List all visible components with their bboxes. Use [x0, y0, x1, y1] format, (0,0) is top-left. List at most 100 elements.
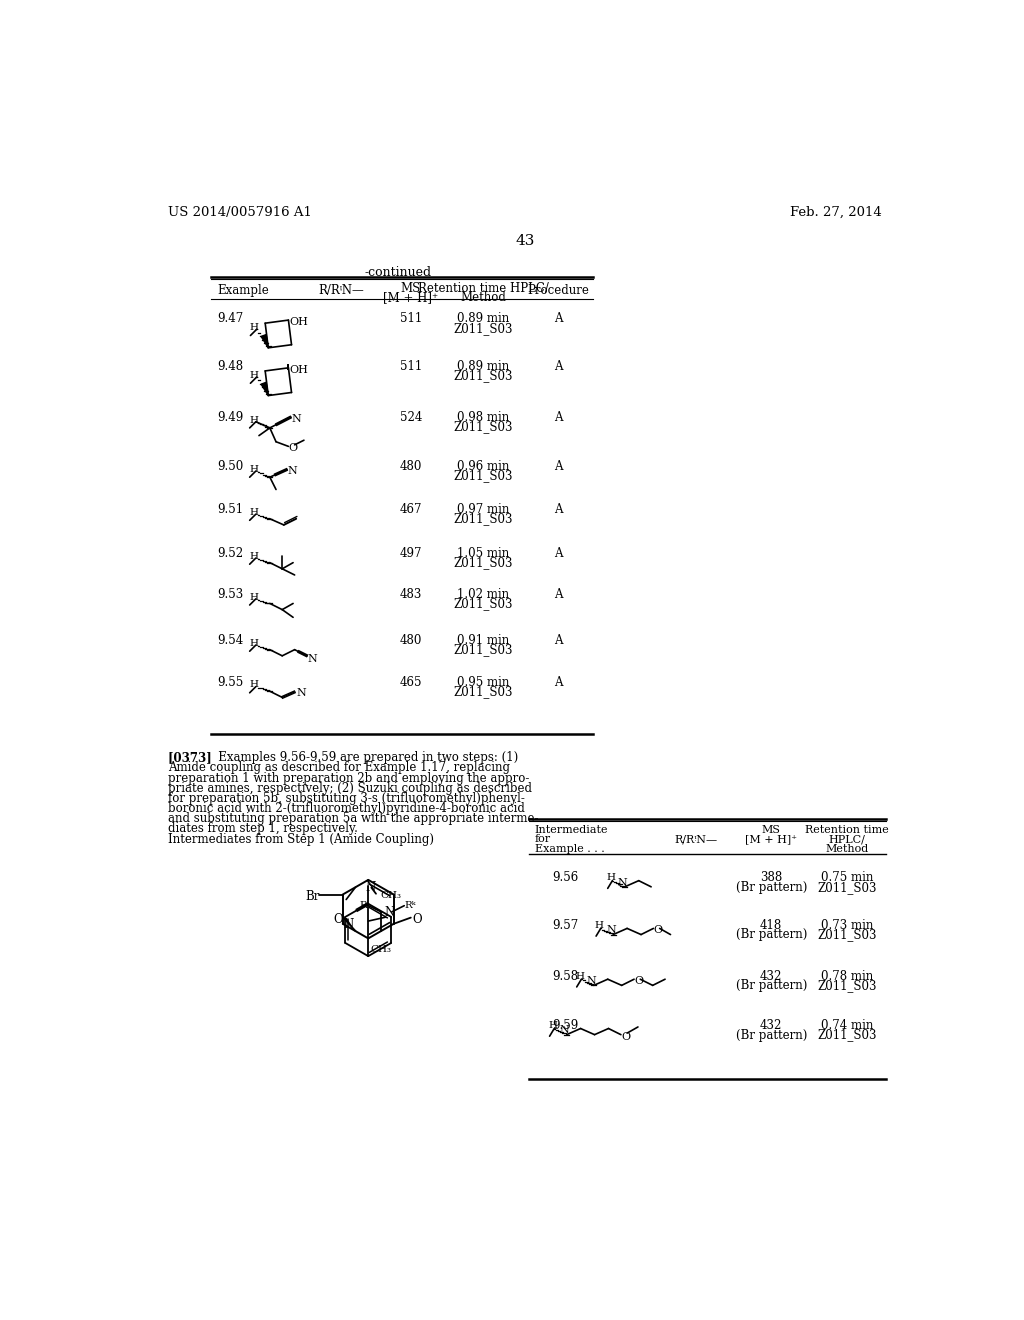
Text: 9.57: 9.57 [552, 919, 579, 932]
Text: Z011_S03: Z011_S03 [817, 979, 877, 993]
Text: A: A [554, 548, 562, 560]
Text: 483: 483 [399, 589, 422, 601]
Text: O: O [653, 925, 663, 936]
Text: A: A [554, 313, 562, 326]
Text: Z011_S03: Z011_S03 [454, 644, 513, 656]
Text: 9.52: 9.52 [217, 548, 244, 560]
Text: CH₃: CH₃ [371, 945, 391, 954]
Text: 0.74 min: 0.74 min [821, 1019, 873, 1032]
Text: and substituting preparation 5a with the appropriate interme-: and substituting preparation 5a with the… [168, 812, 539, 825]
Text: H: H [250, 639, 259, 648]
Text: Z011_S03: Z011_S03 [454, 598, 513, 610]
Text: N: N [308, 655, 317, 664]
Text: MS: MS [400, 282, 421, 296]
Text: H: H [250, 416, 259, 425]
Text: for: for [535, 834, 551, 845]
Text: H: H [575, 972, 584, 981]
Text: Z011_S03: Z011_S03 [454, 370, 513, 383]
Text: A: A [554, 503, 562, 516]
Text: N: N [343, 917, 353, 931]
Text: Intermediates from Step 1 (Amide Coupling): Intermediates from Step 1 (Amide Couplin… [168, 833, 434, 846]
Text: Retention time: Retention time [805, 825, 889, 836]
Text: 0.91 min: 0.91 min [457, 635, 509, 647]
Text: 524: 524 [399, 411, 422, 424]
Text: 9.48: 9.48 [217, 360, 244, 374]
Text: -continued: -continued [365, 267, 431, 280]
Text: 9.50: 9.50 [217, 461, 244, 474]
Text: Intermediate: Intermediate [535, 825, 608, 836]
Text: 9.49: 9.49 [217, 411, 244, 424]
Text: 480: 480 [399, 635, 422, 647]
Text: Procedure: Procedure [527, 284, 589, 297]
Text: Rᵏ: Rᵏ [404, 902, 416, 909]
Text: O: O [289, 444, 298, 453]
Text: Z011_S03: Z011_S03 [454, 557, 513, 569]
Text: 9.56: 9.56 [552, 871, 579, 884]
Text: A: A [554, 635, 562, 647]
Text: Examples 9.56-9.59 are prepared in two steps: (1): Examples 9.56-9.59 are prepared in two s… [207, 751, 518, 764]
Text: OH: OH [289, 317, 308, 327]
Text: priate amines, respectively; (2) Suzuki coupling as described: priate amines, respectively; (2) Suzuki … [168, 781, 532, 795]
Text: H: H [595, 921, 603, 929]
Text: H: H [548, 1020, 557, 1030]
Text: boronic acid with 2-(trifluoromethyl)pyridine-4-boronic acid: boronic acid with 2-(trifluoromethyl)pyr… [168, 803, 525, 816]
Text: [0373]: [0373] [168, 751, 216, 764]
Text: 0.89 min: 0.89 min [457, 360, 509, 374]
Text: HPLC/: HPLC/ [828, 834, 865, 845]
Text: Z011_S03: Z011_S03 [454, 420, 513, 433]
Text: 418: 418 [760, 919, 782, 932]
Text: MS: MS [762, 825, 780, 836]
Text: 467: 467 [399, 503, 422, 516]
Text: 0.97 min: 0.97 min [457, 503, 509, 516]
Text: Z011_S03: Z011_S03 [817, 880, 877, 894]
Text: (Br pattern): (Br pattern) [735, 928, 807, 941]
Text: 0.95 min: 0.95 min [457, 676, 509, 689]
Text: [M + H]⁺: [M + H]⁺ [383, 290, 438, 304]
Text: 0.89 min: 0.89 min [457, 313, 509, 326]
Text: 9.55: 9.55 [217, 676, 244, 689]
Text: 0.78 min: 0.78 min [821, 970, 873, 983]
Text: 1.05 min: 1.05 min [457, 548, 509, 560]
Text: 497: 497 [399, 548, 422, 560]
Text: 9.58: 9.58 [552, 970, 579, 983]
Text: Z011_S03: Z011_S03 [454, 685, 513, 698]
Text: H: H [250, 465, 259, 474]
Text: N: N [292, 414, 301, 424]
Text: N: N [296, 688, 306, 698]
Text: Method: Method [460, 290, 506, 304]
Text: diates from step 1, respectively.: diates from step 1, respectively. [168, 822, 358, 836]
Text: 465: 465 [399, 676, 422, 689]
Text: Retention time HPLC/: Retention time HPLC/ [418, 282, 549, 296]
Text: A: A [554, 411, 562, 424]
Text: 480: 480 [399, 461, 422, 474]
Text: O: O [334, 912, 343, 925]
Text: 9.51: 9.51 [217, 503, 244, 516]
Text: 432: 432 [760, 970, 782, 983]
Text: 388: 388 [760, 871, 782, 884]
Text: preparation 1 with preparation 2b and employing the appro-: preparation 1 with preparation 2b and em… [168, 772, 529, 784]
Text: H: H [250, 552, 259, 561]
Text: O: O [634, 977, 643, 986]
Text: Z011_S03: Z011_S03 [454, 512, 513, 525]
Text: N: N [587, 977, 597, 986]
Text: 1.02 min: 1.02 min [457, 589, 509, 601]
Text: 9.53: 9.53 [217, 589, 244, 601]
Text: Example . . .: Example . . . [535, 843, 604, 854]
Text: N: N [384, 906, 394, 919]
Text: A: A [554, 676, 562, 689]
Text: H: H [250, 681, 259, 689]
Text: Z011_S03: Z011_S03 [817, 1028, 877, 1041]
Text: O: O [413, 913, 422, 927]
Text: O: O [621, 1032, 630, 1041]
Text: Example: Example [217, 284, 269, 297]
Text: H: H [250, 323, 259, 333]
Text: N: N [560, 1026, 569, 1035]
Text: 511: 511 [399, 360, 422, 374]
Text: Amide coupling as described for Example 1.17, replacing: Amide coupling as described for Example … [168, 762, 510, 775]
Text: Z011_S03: Z011_S03 [454, 322, 513, 335]
Text: R/RᵎN—: R/RᵎN— [675, 834, 718, 845]
Text: H: H [250, 593, 259, 602]
Text: Z011_S03: Z011_S03 [817, 928, 877, 941]
Text: H: H [606, 873, 615, 882]
Text: (Br pattern): (Br pattern) [735, 880, 807, 894]
